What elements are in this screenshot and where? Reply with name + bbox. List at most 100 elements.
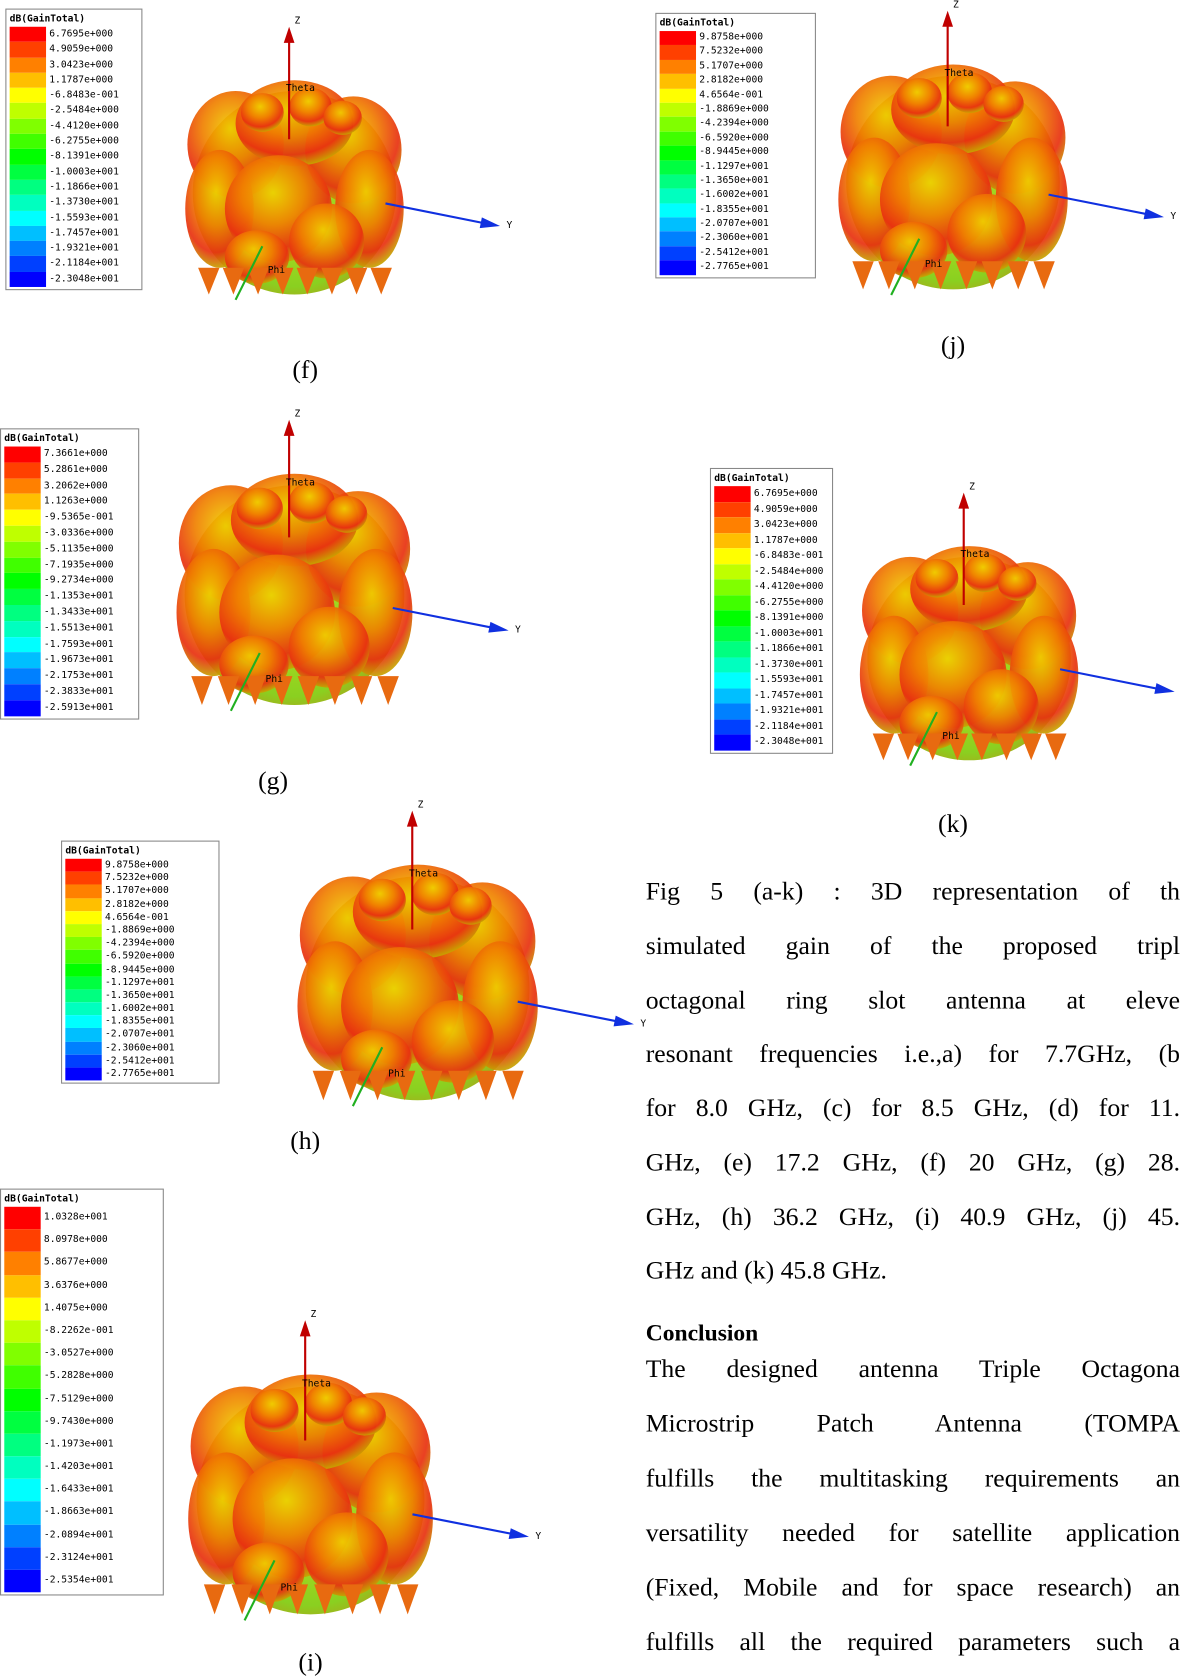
legend-value: 7.5232e+000 — [104, 872, 169, 884]
z-arrow — [406, 810, 418, 827]
caption-line: resonant frequencies i.e.,a) for 7.7GHz,… — [645, 1040, 1180, 1069]
legend-value: -1.3730e+001 — [49, 197, 119, 209]
phi-axis — [234, 245, 264, 301]
pattern-spike — [203, 1584, 226, 1615]
legend-value: 5.1707e+000 — [104, 885, 169, 897]
legend-swatch — [659, 217, 697, 232]
legend-row: -5.2828e+000 — [4, 1365, 159, 1389]
pattern-lobe — [947, 193, 1027, 273]
legend-row: -2.1753e+001 — [4, 668, 135, 685]
y-axis — [412, 1513, 522, 1537]
pattern-lobe — [236, 487, 283, 530]
phi-axis — [243, 1559, 276, 1621]
legend-row: 1.1787e+000 — [714, 532, 829, 549]
caption-line: GHz, (h) 36.2 GHz, (i) 40.9 GHz, (j) 45. — [645, 1203, 1180, 1232]
caption-line: GHz, (e) 17.2 GHz, (f) 20 GHz, (g) 28. — [645, 1148, 1180, 1177]
y-axis — [392, 606, 502, 631]
legend-value: -3.0336e+000 — [43, 527, 114, 539]
legend-value: -6.2755e+000 — [49, 136, 119, 147]
legend-swatch — [659, 74, 697, 89]
conclusion-heading: Conclusion — [645, 1319, 759, 1346]
legend-row: -1.6433e+001 — [4, 1479, 159, 1502]
legend-value: -1.7593e+001 — [43, 638, 114, 650]
legend-value: -2.3048e+001 — [753, 736, 824, 748]
legend-row: 1.0328e+001 — [4, 1206, 159, 1230]
theta-label: Theta — [944, 68, 973, 79]
legend-value: 6.7695e+000 — [753, 488, 818, 499]
legend-row: -8.9445e+000 — [659, 145, 812, 161]
legend-row: 4.6564e-001 — [65, 910, 215, 925]
legend-value: -7.5129e+000 — [43, 1393, 114, 1405]
legend-value: -6.5920e+000 — [104, 951, 175, 962]
legend-row: -1.5593e+001 — [9, 210, 138, 226]
pattern-lobe — [411, 872, 459, 916]
legend-swatch — [9, 103, 47, 119]
legend-value: -2.0707e+001 — [104, 1029, 175, 1041]
z-arrow — [958, 492, 970, 509]
pattern-spike — [350, 676, 373, 706]
legend-row: 3.0423e+000 — [714, 517, 829, 533]
legend-value: 4.9059e+000 — [753, 503, 818, 515]
legend-value: 4.6564e-001 — [699, 89, 764, 101]
legend-row: -1.5513e+001 — [4, 620, 135, 637]
phi-label: Phi — [942, 731, 960, 742]
legend-swatch — [4, 636, 41, 653]
pattern-spike — [1033, 261, 1055, 290]
legend-value: -1.6002e+001 — [699, 189, 769, 201]
legend-row: -6.5920e+000 — [659, 131, 812, 146]
legend-row: -7.5129e+000 — [4, 1388, 159, 1411]
legend-swatch — [65, 989, 102, 1003]
legend-row: 8.0978e+000 — [4, 1229, 159, 1253]
legend-row: 6.7695e+000 — [9, 26, 138, 43]
legend-value: -8.9445e+000 — [699, 146, 769, 158]
legend-swatch — [9, 210, 47, 226]
legend-row: -1.7457e+001 — [714, 687, 829, 704]
legend-swatch — [65, 858, 102, 872]
z-arrow — [942, 10, 954, 27]
pattern-spike — [296, 267, 319, 295]
z-arrow — [299, 1320, 311, 1337]
legend-swatch — [4, 525, 41, 542]
pattern-spike — [421, 1070, 443, 1101]
legend-row: -2.5354e+001 — [4, 1569, 159, 1593]
legend-title: dB(GainTotal) — [659, 18, 736, 29]
legend-swatch — [659, 31, 697, 46]
legend-swatch — [659, 45, 697, 60]
theta-label: Theta — [409, 868, 438, 879]
y-arrow — [613, 1015, 634, 1027]
legend-value: 2.8182e+000 — [104, 899, 169, 910]
legend-swatch — [65, 897, 102, 911]
legend-row: -2.3124e+001 — [4, 1547, 159, 1570]
legend-row: -1.7457e+001 — [9, 225, 138, 242]
legend-row: -8.2262e-001 — [4, 1320, 159, 1343]
y-axis — [385, 202, 493, 226]
pattern-spike — [271, 676, 293, 706]
pattern-lobe — [250, 1388, 299, 1433]
legend-value: -1.3650e+001 — [104, 990, 175, 1002]
legend-value: 3.0423e+000 — [753, 519, 818, 531]
legend-value: 3.2062e+000 — [43, 480, 108, 492]
legend-swatch — [65, 937, 102, 951]
legend-value: -2.3060e+001 — [699, 232, 769, 244]
legend-value: -1.5593e+001 — [753, 674, 824, 686]
legend-value: -1.0003e+001 — [753, 628, 824, 639]
legend-swatch — [4, 1433, 41, 1457]
radiation-pattern: Z Theta Y Phi — [176, 409, 521, 712]
legend-row: 3.6376e+000 — [4, 1274, 159, 1298]
pattern-lobe — [288, 481, 335, 524]
legend-value: 1.4075e+000 — [43, 1302, 108, 1314]
legend-swatch — [65, 910, 102, 925]
caption-line: for 8.0 GHz, (c) for 8.5 GHz, (d) for 11… — [645, 1094, 1180, 1123]
legend-value: -2.3124e+001 — [43, 1552, 114, 1564]
legend-swatch — [9, 241, 47, 257]
legend-row: -8.9445e+000 — [65, 963, 215, 977]
caption-line: simulated gain of the proposed tripl — [645, 932, 1180, 961]
legend-row: -1.9321e+001 — [714, 703, 829, 720]
legend-value: -1.8869e+000 — [699, 103, 769, 115]
pattern-spike — [222, 267, 245, 295]
legend-swatch — [4, 1320, 41, 1343]
pattern-spike — [247, 267, 269, 295]
legend-value: -1.4203e+001 — [43, 1461, 114, 1473]
legend-swatch — [714, 719, 751, 735]
pattern-spike — [475, 1070, 497, 1101]
